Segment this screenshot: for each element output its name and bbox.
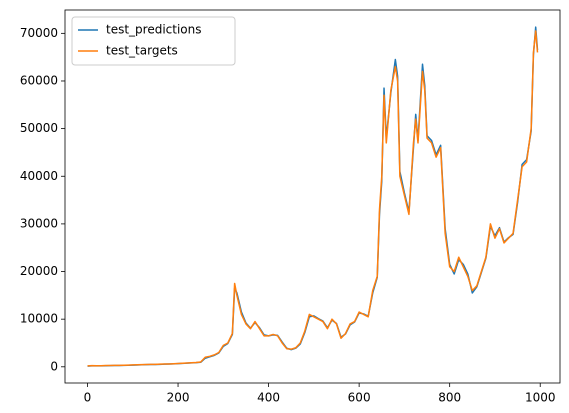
x-tick-label: 800 <box>438 391 461 405</box>
x-tick-label: 1000 <box>525 391 556 405</box>
y-tick-label: 70000 <box>20 26 58 40</box>
legend-label: test_targets <box>106 44 178 58</box>
legend-label: test_predictions <box>106 23 202 37</box>
y-tick-label: 0 <box>50 359 58 373</box>
x-tick-label: 400 <box>257 391 280 405</box>
x-tick-label: 200 <box>167 391 190 405</box>
y-tick-label: 30000 <box>20 216 58 230</box>
legend-box <box>71 16 236 66</box>
y-tick-label: 60000 <box>20 73 58 87</box>
y-tick-label: 10000 <box>20 312 58 326</box>
plot-frame <box>64 9 561 384</box>
series-line <box>87 30 539 367</box>
y-tick-label: 20000 <box>20 264 58 278</box>
x-tick-label: 0 <box>84 391 92 405</box>
x-tick-label: 600 <box>348 391 371 405</box>
y-tick-label: 50000 <box>20 121 58 135</box>
y-tick-label: 40000 <box>20 169 58 183</box>
